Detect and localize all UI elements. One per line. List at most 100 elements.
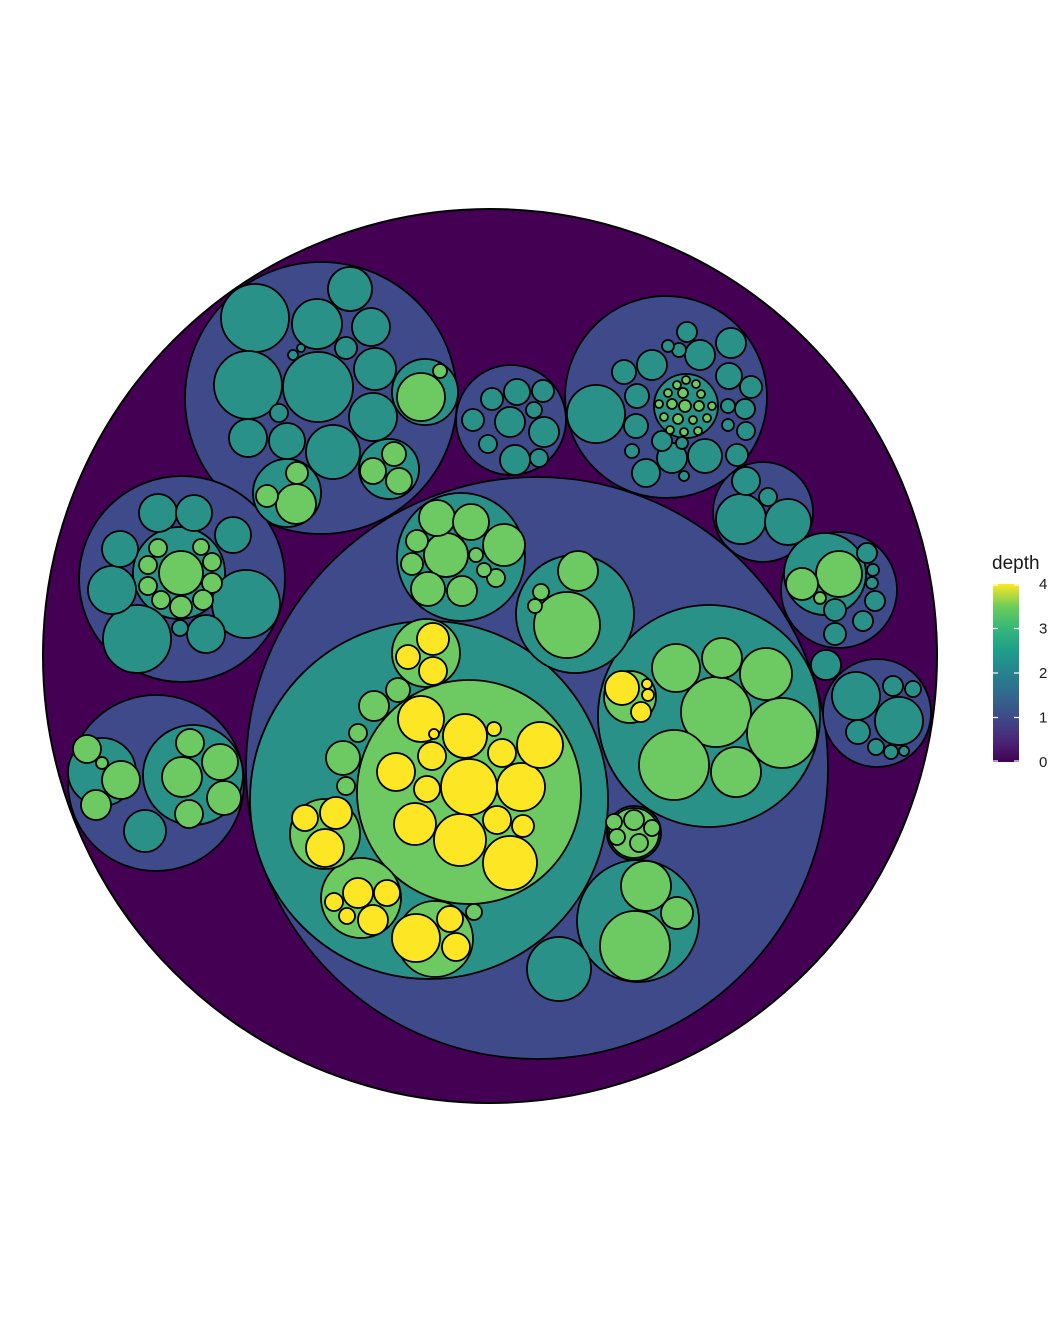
circle-depth-3 (710, 746, 762, 798)
circle-depth-4 (630, 701, 652, 723)
circle-depth-3 (813, 591, 827, 605)
circle-depth-2 (102, 604, 172, 674)
circle-depth-3 (358, 690, 390, 722)
circle-depth-2 (734, 398, 756, 420)
circle-depth-2 (720, 398, 736, 414)
circle-depth-3 (681, 375, 691, 385)
circle-depth-3 (396, 372, 446, 422)
circle-depth-4 (496, 762, 546, 812)
circle-depth-2 (269, 403, 289, 423)
circle-depth-3 (201, 743, 239, 781)
circle-depth-2 (123, 809, 167, 853)
circle-depth-2 (296, 343, 306, 353)
circles-layer (42, 208, 938, 1104)
circle-depth-4 (428, 728, 440, 740)
circle-depth-3 (678, 399, 692, 413)
circle-depth-2 (175, 494, 213, 532)
circle-depth-3 (359, 457, 387, 485)
circle-depth-2 (823, 598, 847, 622)
circle-depth-2 (531, 379, 555, 403)
legend-tick-label: 3 (1039, 621, 1047, 638)
circle-depth-2 (758, 487, 778, 507)
circle-depth-2 (186, 614, 226, 654)
circle-depth-3 (785, 567, 819, 601)
circle-depth-3 (599, 910, 671, 982)
circle-depth-4 (417, 741, 447, 771)
circle-depth-2 (305, 424, 361, 480)
circle-depth-2 (353, 347, 397, 391)
circle-depth-2 (478, 434, 498, 454)
circle-depth-3 (677, 387, 689, 399)
circle-depth-3 (701, 637, 743, 679)
circle-depth-3 (452, 503, 490, 541)
circle-depth-3 (691, 379, 701, 389)
circle-depth-3 (679, 427, 689, 437)
circle-depth-2 (611, 359, 637, 385)
circle-depth-2 (725, 443, 749, 467)
circle-depth-2 (624, 383, 650, 409)
circle-depth-2 (528, 416, 560, 448)
circle-depth-3 (638, 729, 710, 801)
circle-depth-4 (393, 802, 437, 846)
circle-depth-2 (721, 418, 735, 432)
circle-depth-3 (138, 555, 158, 575)
circle-depth-3 (201, 572, 223, 594)
circle-depth-2 (503, 378, 531, 406)
circle-depth-3 (95, 756, 109, 770)
circle-depth-3 (739, 647, 793, 701)
circle-depth-3 (643, 819, 661, 837)
circle-depth-2 (715, 362, 743, 390)
circle-depth-3 (206, 780, 242, 816)
legend-tick-label: 1 (1039, 710, 1047, 727)
circle-depth-3 (476, 562, 492, 578)
circle-depth-2 (684, 339, 716, 371)
circle-depth-3 (608, 828, 626, 846)
circle-depth-4 (291, 804, 319, 832)
circle-depth-2 (845, 719, 871, 745)
circle-depth-3 (660, 896, 694, 930)
circle-depth-2 (228, 418, 268, 458)
circle-depth-2 (87, 565, 137, 615)
circle-depth-3 (138, 576, 158, 596)
circle-depth-2 (831, 671, 881, 721)
circle-depth-2 (882, 675, 904, 697)
circle-depth-2 (287, 349, 299, 361)
circle-depth-4 (357, 904, 389, 936)
circle-depth-3 (285, 461, 309, 485)
circle-depth-3 (693, 426, 703, 436)
circle-depth-2 (810, 649, 842, 681)
circle-depth-2 (866, 563, 880, 577)
circle-depth-2 (525, 401, 543, 419)
circle-depth-2 (494, 406, 526, 438)
circle-depth-2 (268, 422, 306, 460)
circle-depth-4 (433, 813, 487, 867)
circle-depth-3 (432, 363, 448, 379)
circle-depth-2 (138, 493, 178, 533)
circle-depth-4 (440, 758, 498, 816)
circle-depth-4 (305, 828, 345, 868)
circle-depth-3 (659, 412, 669, 422)
circle-depth-3 (255, 484, 279, 508)
circle-depth-3 (192, 538, 210, 556)
circle-depth-4 (487, 738, 517, 768)
circle-depth-3 (468, 547, 484, 563)
circle-depth-3 (202, 552, 222, 572)
circle-depth-3 (605, 813, 623, 831)
circle-depth-2 (676, 321, 698, 343)
circle-depth-3 (482, 523, 526, 567)
circle-depth-3 (693, 400, 705, 412)
circle-depth-3 (620, 860, 672, 912)
circle-depth-2 (566, 384, 626, 444)
legend: depth 0 1 2 3 4 (992, 553, 1047, 771)
circle-depth-3 (672, 413, 684, 425)
circle-depth-2 (334, 336, 358, 360)
circle-depth-2 (624, 443, 640, 459)
circle-depth-2 (351, 307, 391, 347)
circle-depth-2 (461, 408, 485, 432)
circle-depth-4 (436, 905, 464, 933)
circle-depth-3 (72, 734, 102, 764)
circle-depth-2 (661, 339, 675, 353)
circle-depth-3 (158, 550, 204, 596)
circle-depth-2 (171, 619, 189, 637)
